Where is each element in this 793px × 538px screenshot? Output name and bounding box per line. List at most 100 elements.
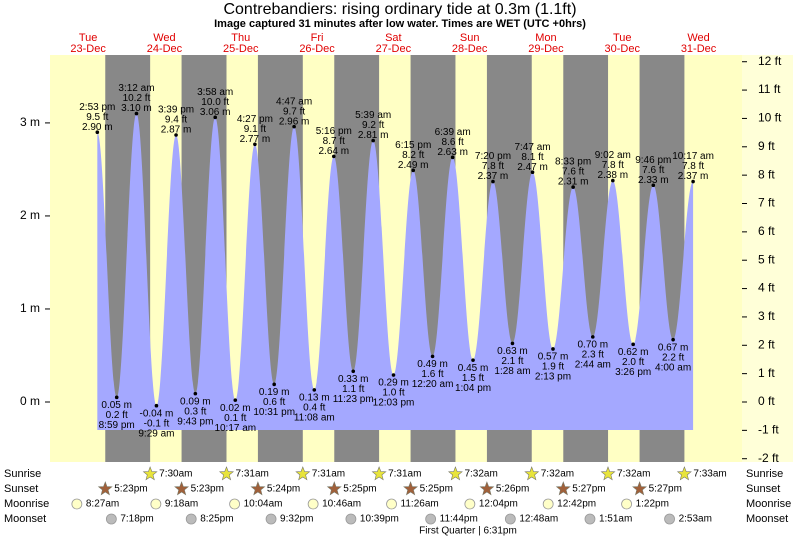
tide-feet: 2.0 ft — [622, 357, 644, 368]
day-weekday: Fri — [311, 32, 324, 44]
tide-point — [551, 347, 555, 351]
tide-point — [571, 185, 575, 189]
row-label: Moonset — [746, 513, 788, 525]
y2-tick-label: 2 ft — [758, 337, 775, 351]
tide-point — [253, 142, 257, 147]
tide-point — [391, 373, 396, 377]
tide-height: 0.05 m — [101, 400, 132, 411]
tide-feet: 8.7 ft — [323, 136, 345, 147]
tide-height: 0.19 m — [259, 387, 290, 398]
row-label: Moonset — [4, 513, 46, 525]
tide-feet: 1.5 ft — [462, 373, 484, 384]
moonset-icon — [664, 513, 675, 525]
sunrise-icon — [295, 466, 311, 481]
tide-point — [651, 183, 656, 188]
day-date: 28-Dec — [452, 43, 488, 55]
moonrise-icon — [386, 498, 397, 510]
tide-point — [510, 341, 515, 346]
sunset-icon — [555, 481, 571, 496]
moonrise-icon — [229, 498, 241, 510]
tide-point — [671, 337, 675, 342]
moonset-time: 7:18pm — [120, 514, 153, 525]
y2-tick-label: 9 ft — [758, 139, 775, 153]
tide-feet: 1.9 ft — [542, 362, 564, 373]
day-date: 23-Dec — [70, 43, 106, 55]
row-label: Moonrise — [746, 498, 791, 510]
moonset-icon — [345, 513, 357, 525]
moon-phase: First Quarter | 6:31pm — [419, 526, 517, 537]
moonrise-icon — [307, 498, 319, 510]
tide-point — [272, 382, 276, 387]
row-label: Sunset — [4, 483, 38, 495]
sunset-icon — [326, 481, 342, 496]
tide-point — [590, 335, 595, 339]
tide-feet: 2.1 ft — [501, 356, 523, 367]
y-tick-label: 0 m — [20, 394, 40, 408]
moonrise-time: 12:42pm — [557, 499, 596, 510]
day-weekday: Thu — [231, 32, 250, 44]
sunset-time: 5:23pm — [191, 484, 224, 495]
tide-time: 9:43 pm — [177, 416, 213, 427]
day-date: 24-Dec — [147, 43, 183, 55]
sunrise-icon — [218, 466, 235, 481]
tide-height: 2.77 m — [240, 134, 271, 145]
y2-tick-label: -2 ft — [758, 451, 779, 465]
tide-height: 2.90 m — [82, 122, 113, 133]
tide-feet: 8.1 ft — [521, 152, 543, 163]
tide-height: 2.96 m — [279, 116, 310, 127]
day-weekday: Sat — [385, 32, 402, 44]
tide-time: 12:03 pm — [373, 398, 415, 409]
sunset-time: 5:24pm — [267, 484, 300, 495]
tide-time: 4:47 am — [276, 96, 312, 107]
tide-height: 2.63 m — [437, 147, 468, 158]
day-date: 27-Dec — [376, 43, 412, 55]
tide-point — [193, 391, 198, 396]
tide-time: 8:33 pm — [555, 157, 591, 168]
tide-time: 2:44 am — [575, 360, 611, 371]
tide-time: 4:27 pm — [237, 114, 273, 125]
tide-height: 2.38 m — [598, 170, 629, 181]
tide-feet: 7.8 ft — [482, 161, 504, 172]
tide-feet: 9.4 ft — [165, 115, 187, 126]
moonrise-time: 9:18am — [165, 499, 198, 510]
sunset-time: 5:23pm — [114, 484, 147, 495]
moonset-time: 9:32pm — [280, 514, 313, 525]
tide-feet: 9.7 ft — [283, 106, 305, 117]
moonrise-time: 10:46am — [322, 499, 361, 510]
moonset-time: 1:51am — [599, 514, 632, 525]
y2-tick-label: 0 ft — [758, 394, 775, 408]
tide-time: 5:16 pm — [316, 126, 352, 137]
moonset-icon — [265, 513, 277, 525]
y2-tick-label: 6 ft — [758, 224, 775, 238]
y2-tick-label: 1 ft — [758, 366, 775, 380]
tide-time: 4:00 am — [655, 362, 691, 373]
tide-height: 2.47 m — [517, 162, 548, 173]
day-weekday: Sun — [460, 32, 480, 44]
right-margin — [742, 55, 793, 462]
y2-tick-label: -1 ft — [758, 423, 779, 437]
sunrise-icon — [524, 466, 540, 481]
tide-feet: 7.8 ft — [602, 160, 624, 171]
moonrise-time: 1:22pm — [636, 499, 669, 510]
y2-tick-label: 3 ft — [758, 309, 775, 323]
row-label: Sunrise — [746, 468, 783, 480]
y2-tick-label: 8 ft — [758, 167, 775, 181]
sunset-icon — [632, 481, 648, 496]
tide-point — [174, 133, 178, 137]
tide-feet: 9.5 ft — [86, 112, 108, 123]
sunrise-time: 7:30am — [159, 469, 192, 480]
moonrise-time: 11:26am — [401, 499, 439, 510]
tide-point — [691, 179, 695, 184]
chart-title: Contrebandiers: rising ordinary tide at … — [223, 1, 576, 18]
tide-feet: 9.1 ft — [244, 124, 266, 135]
y2-tick-label: 10 ft — [758, 111, 782, 125]
tide-point — [491, 179, 495, 184]
sunrise-time: 7:32am — [541, 469, 574, 480]
tide-height: 2.49 m — [398, 160, 429, 171]
moonrise-icon — [71, 498, 83, 510]
moonset-icon — [504, 513, 516, 525]
moonrise-icon — [464, 498, 476, 510]
tide-time: 2:13 pm — [535, 372, 571, 383]
tide-height: 2.37 m — [478, 171, 509, 182]
